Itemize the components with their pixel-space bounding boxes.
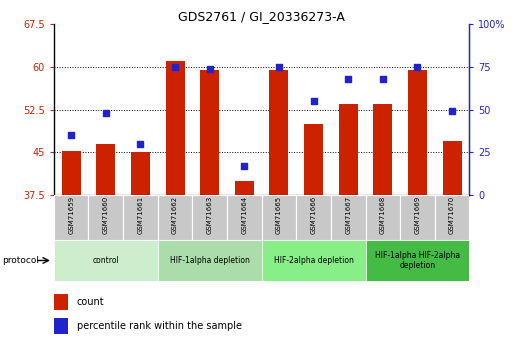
- Point: [171, 64, 179, 70]
- Bar: [269, 70, 288, 195]
- Point: [240, 163, 248, 169]
- Bar: [262, 195, 296, 240]
- Bar: [365, 240, 469, 281]
- Bar: [296, 195, 331, 240]
- Text: GSM71660: GSM71660: [103, 196, 109, 234]
- Text: control: control: [92, 256, 119, 265]
- Point: [67, 132, 75, 138]
- Bar: [62, 151, 81, 195]
- Bar: [400, 195, 435, 240]
- Text: HIF-1alpha HIF-2alpha
depletion: HIF-1alpha HIF-2alpha depletion: [375, 251, 460, 270]
- Bar: [304, 124, 323, 195]
- Point: [379, 76, 387, 81]
- Point: [448, 108, 456, 114]
- Point: [102, 110, 110, 116]
- Point: [136, 141, 145, 146]
- Bar: [158, 195, 192, 240]
- Bar: [200, 70, 219, 195]
- Text: GSM71661: GSM71661: [137, 196, 144, 234]
- Point: [309, 98, 318, 104]
- Text: GSM71670: GSM71670: [449, 196, 455, 234]
- Title: GDS2761 / GI_20336273-A: GDS2761 / GI_20336273-A: [178, 10, 345, 23]
- Text: GSM71663: GSM71663: [207, 196, 213, 234]
- Bar: [235, 181, 254, 195]
- Bar: [123, 195, 158, 240]
- Bar: [373, 104, 392, 195]
- Text: protocol: protocol: [3, 256, 40, 265]
- Point: [206, 66, 214, 71]
- Bar: [443, 141, 462, 195]
- Point: [275, 64, 283, 70]
- Text: GSM71665: GSM71665: [276, 196, 282, 234]
- Text: GSM71664: GSM71664: [241, 196, 247, 234]
- Bar: [166, 61, 185, 195]
- Bar: [435, 195, 469, 240]
- Bar: [96, 144, 115, 195]
- Text: GSM71666: GSM71666: [310, 196, 317, 234]
- Bar: [192, 195, 227, 240]
- Bar: [339, 104, 358, 195]
- Bar: [227, 195, 262, 240]
- Bar: [54, 195, 88, 240]
- Text: GSM71669: GSM71669: [415, 196, 421, 234]
- Bar: [88, 195, 123, 240]
- Bar: [158, 240, 262, 281]
- Bar: [54, 294, 68, 310]
- Text: HIF-2alpha depletion: HIF-2alpha depletion: [273, 256, 353, 265]
- Bar: [408, 70, 427, 195]
- Bar: [54, 318, 68, 334]
- Bar: [131, 152, 150, 195]
- Text: HIF-1alpha depletion: HIF-1alpha depletion: [170, 256, 250, 265]
- Text: GSM71667: GSM71667: [345, 196, 351, 234]
- Point: [344, 76, 352, 81]
- Bar: [331, 195, 365, 240]
- Text: GSM71662: GSM71662: [172, 196, 178, 234]
- Bar: [262, 240, 365, 281]
- Text: GSM71659: GSM71659: [68, 196, 74, 234]
- Bar: [54, 240, 158, 281]
- Text: count: count: [77, 297, 104, 307]
- Bar: [365, 195, 400, 240]
- Text: percentile rank within the sample: percentile rank within the sample: [77, 321, 242, 331]
- Point: [413, 64, 422, 70]
- Text: GSM71668: GSM71668: [380, 196, 386, 234]
